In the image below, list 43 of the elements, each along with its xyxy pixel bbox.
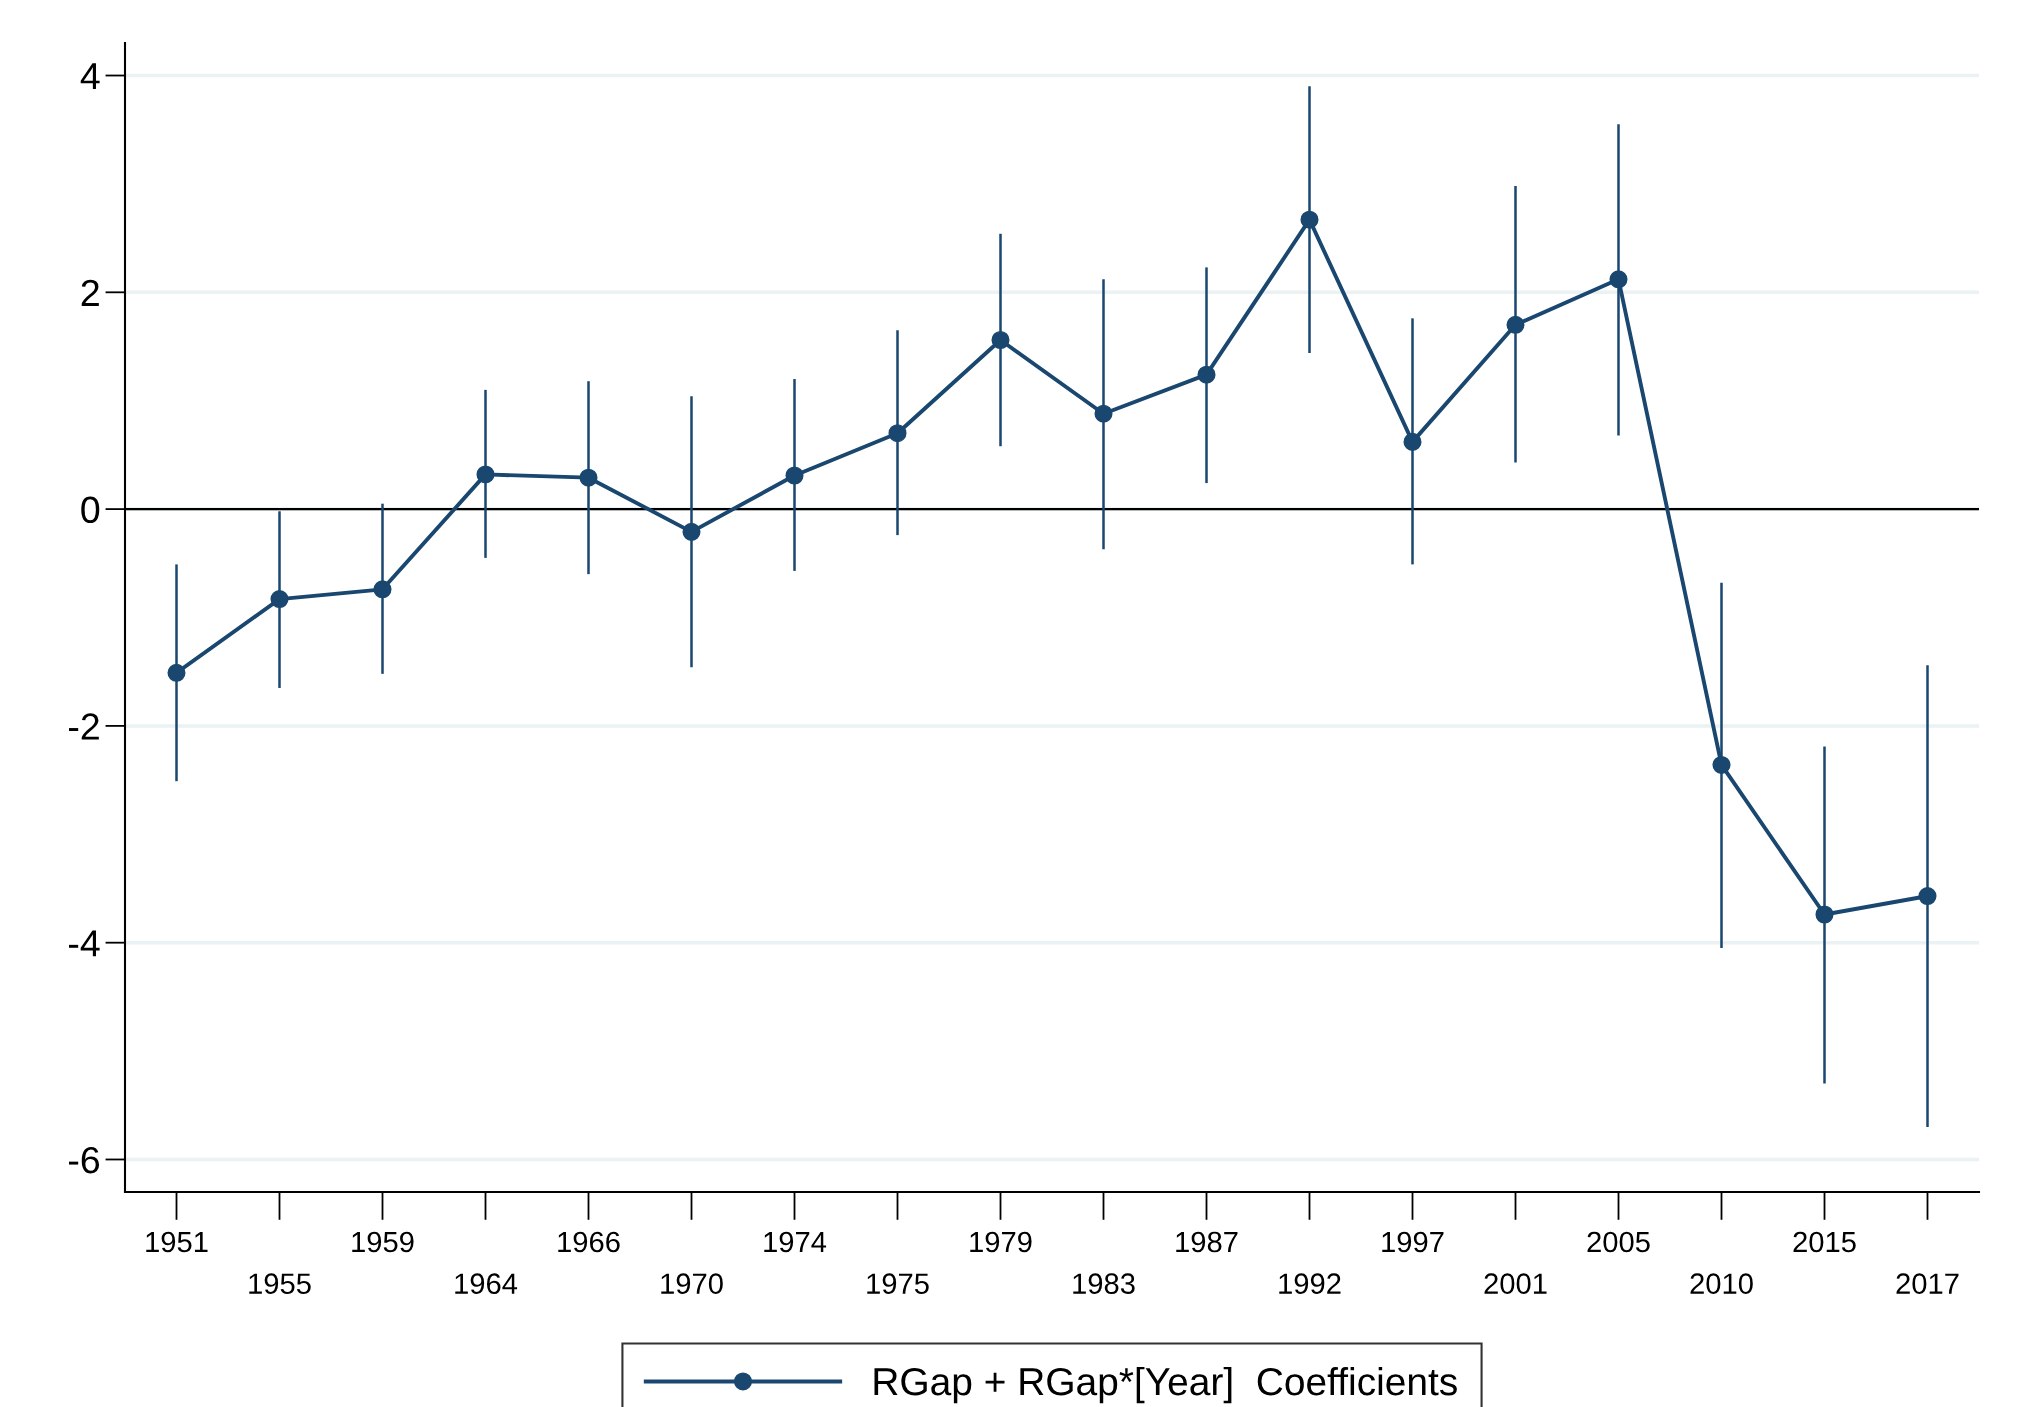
x-tick-label: 1955 xyxy=(249,1273,311,1294)
point xyxy=(785,466,804,485)
x-tick-label: 1959 xyxy=(352,1231,414,1253)
point xyxy=(1197,365,1216,384)
point xyxy=(476,465,495,484)
point xyxy=(1506,315,1525,334)
x-tick-label: 1975 xyxy=(867,1273,929,1294)
point xyxy=(167,663,186,682)
x-tick-label: 1987 xyxy=(1176,1231,1238,1253)
x-tick-label: 1951 xyxy=(146,1231,208,1253)
point xyxy=(270,590,289,609)
x-tick-label: 1970 xyxy=(661,1273,723,1294)
point xyxy=(888,424,907,443)
x-tick-label: 1979 xyxy=(970,1231,1032,1253)
y-tick-label: 2 xyxy=(81,279,99,306)
point xyxy=(1094,404,1113,423)
x-tick-label: 2001 xyxy=(1484,1273,1547,1294)
x-tick-label: 1997 xyxy=(1382,1231,1444,1253)
point xyxy=(579,468,598,487)
point xyxy=(1918,887,1937,906)
x-tick-label: 2017 xyxy=(1896,1273,1959,1294)
point xyxy=(1403,432,1422,451)
point xyxy=(1609,270,1628,289)
x-tick-label: 1983 xyxy=(1073,1273,1135,1294)
x-tick-label: 1966 xyxy=(558,1231,620,1253)
x-tick-label: 2005 xyxy=(1587,1231,1650,1253)
point xyxy=(1300,210,1319,229)
x-tick-label: 2015 xyxy=(1793,1231,1856,1253)
point xyxy=(991,330,1010,350)
y-tick-label: -4 xyxy=(69,930,100,957)
y-tick-label: 0 xyxy=(81,496,100,524)
y-tick-label: -2 xyxy=(69,713,99,740)
point xyxy=(682,522,701,541)
point xyxy=(1712,755,1731,774)
x-tick-label: 2010 xyxy=(1690,1273,1753,1294)
point xyxy=(1815,905,1834,924)
x-tick-label: 1974 xyxy=(764,1231,827,1253)
x-tick-label: 1992 xyxy=(1279,1273,1341,1294)
y-tick-label: 4 xyxy=(80,63,100,90)
x-tick-label: 1964 xyxy=(455,1273,518,1294)
y-tick-label: -6 xyxy=(69,1146,100,1174)
point xyxy=(373,580,392,599)
legend-label: RGap + RGap*[Year] Coefficients xyxy=(874,1366,1457,1404)
